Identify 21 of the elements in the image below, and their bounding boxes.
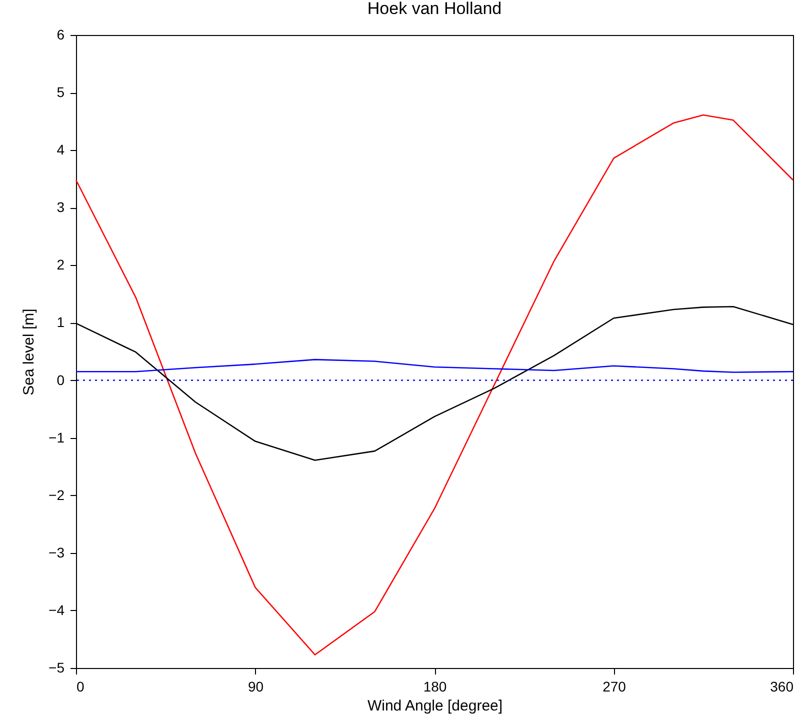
chart-title: Hoek van Holland: [367, 0, 502, 18]
x-tick-label: 360: [770, 678, 794, 694]
y-tick-label: 2: [56, 256, 65, 273]
line-series: [75, 358, 794, 373]
y-tick-label: 1: [56, 314, 65, 330]
y-tick-label: −3: [48, 544, 65, 560]
y-tick-label: 4: [56, 142, 65, 158]
y-tick-label: 0: [56, 372, 65, 388]
y-axis-title: Sea level [m]: [20, 308, 38, 396]
x-tick-label: 180: [423, 678, 447, 694]
x-axis-title: Wind Angle [degree]: [367, 698, 503, 714]
y-tick-label: 5: [56, 84, 65, 100]
y-tick-label: 3: [56, 199, 65, 216]
y-tick-label: −4: [48, 602, 65, 618]
y-tick-label: −2: [48, 486, 65, 503]
x-tick-label: 270: [602, 678, 626, 694]
y-tick-label: −5: [48, 660, 65, 676]
y-tick-label: −1: [48, 429, 65, 446]
x-tick-label: 90: [248, 678, 264, 694]
y-tick-label: 6: [56, 26, 65, 42]
x-tick-label: 0: [76, 678, 84, 694]
